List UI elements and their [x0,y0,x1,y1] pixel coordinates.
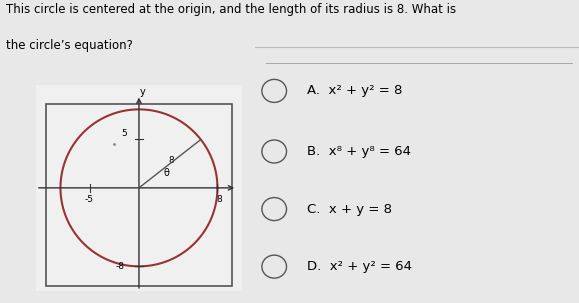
Text: -5: -5 [85,195,93,204]
Text: This circle is centered at the origin, and the length of its radius is 8. What i: This circle is centered at the origin, a… [6,3,456,16]
Text: D.  x² + y² = 64: D. x² + y² = 64 [307,260,412,273]
Text: B.  x⁸ + y⁸ = 64: B. x⁸ + y⁸ = 64 [307,145,411,158]
Text: -8: -8 [115,262,124,271]
Text: A.  x² + y² = 8: A. x² + y² = 8 [307,85,402,97]
Text: y: y [140,87,146,97]
Text: C.  x + y = 8: C. x + y = 8 [307,203,391,215]
Text: 5: 5 [122,129,127,138]
Bar [46,105,232,286]
Text: 8: 8 [217,195,222,204]
Text: the circle’s equation?: the circle’s equation? [6,39,133,52]
Text: 8: 8 [168,156,174,165]
Text: θ: θ [163,168,170,178]
